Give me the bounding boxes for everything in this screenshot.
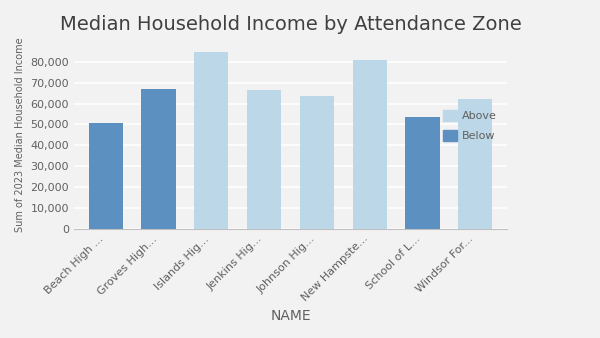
Bar (142, 89, 176, 229)
Bar (353, 60, 387, 229)
Title: Median Household Income by Attendance Zone: Median Household Income by Attendance Zo… (59, 15, 521, 34)
Legend: Above, Below: Above, Below (439, 105, 502, 146)
Bar (89, 123, 123, 229)
Bar (194, 51, 229, 229)
Bar (406, 117, 440, 229)
Bar (458, 99, 493, 229)
Y-axis label: Sum of 2023 Median Household Income: Sum of 2023 Median Household Income (15, 38, 25, 232)
Bar (247, 90, 281, 229)
Bar (300, 96, 334, 229)
X-axis label: NAME: NAME (270, 309, 311, 323)
